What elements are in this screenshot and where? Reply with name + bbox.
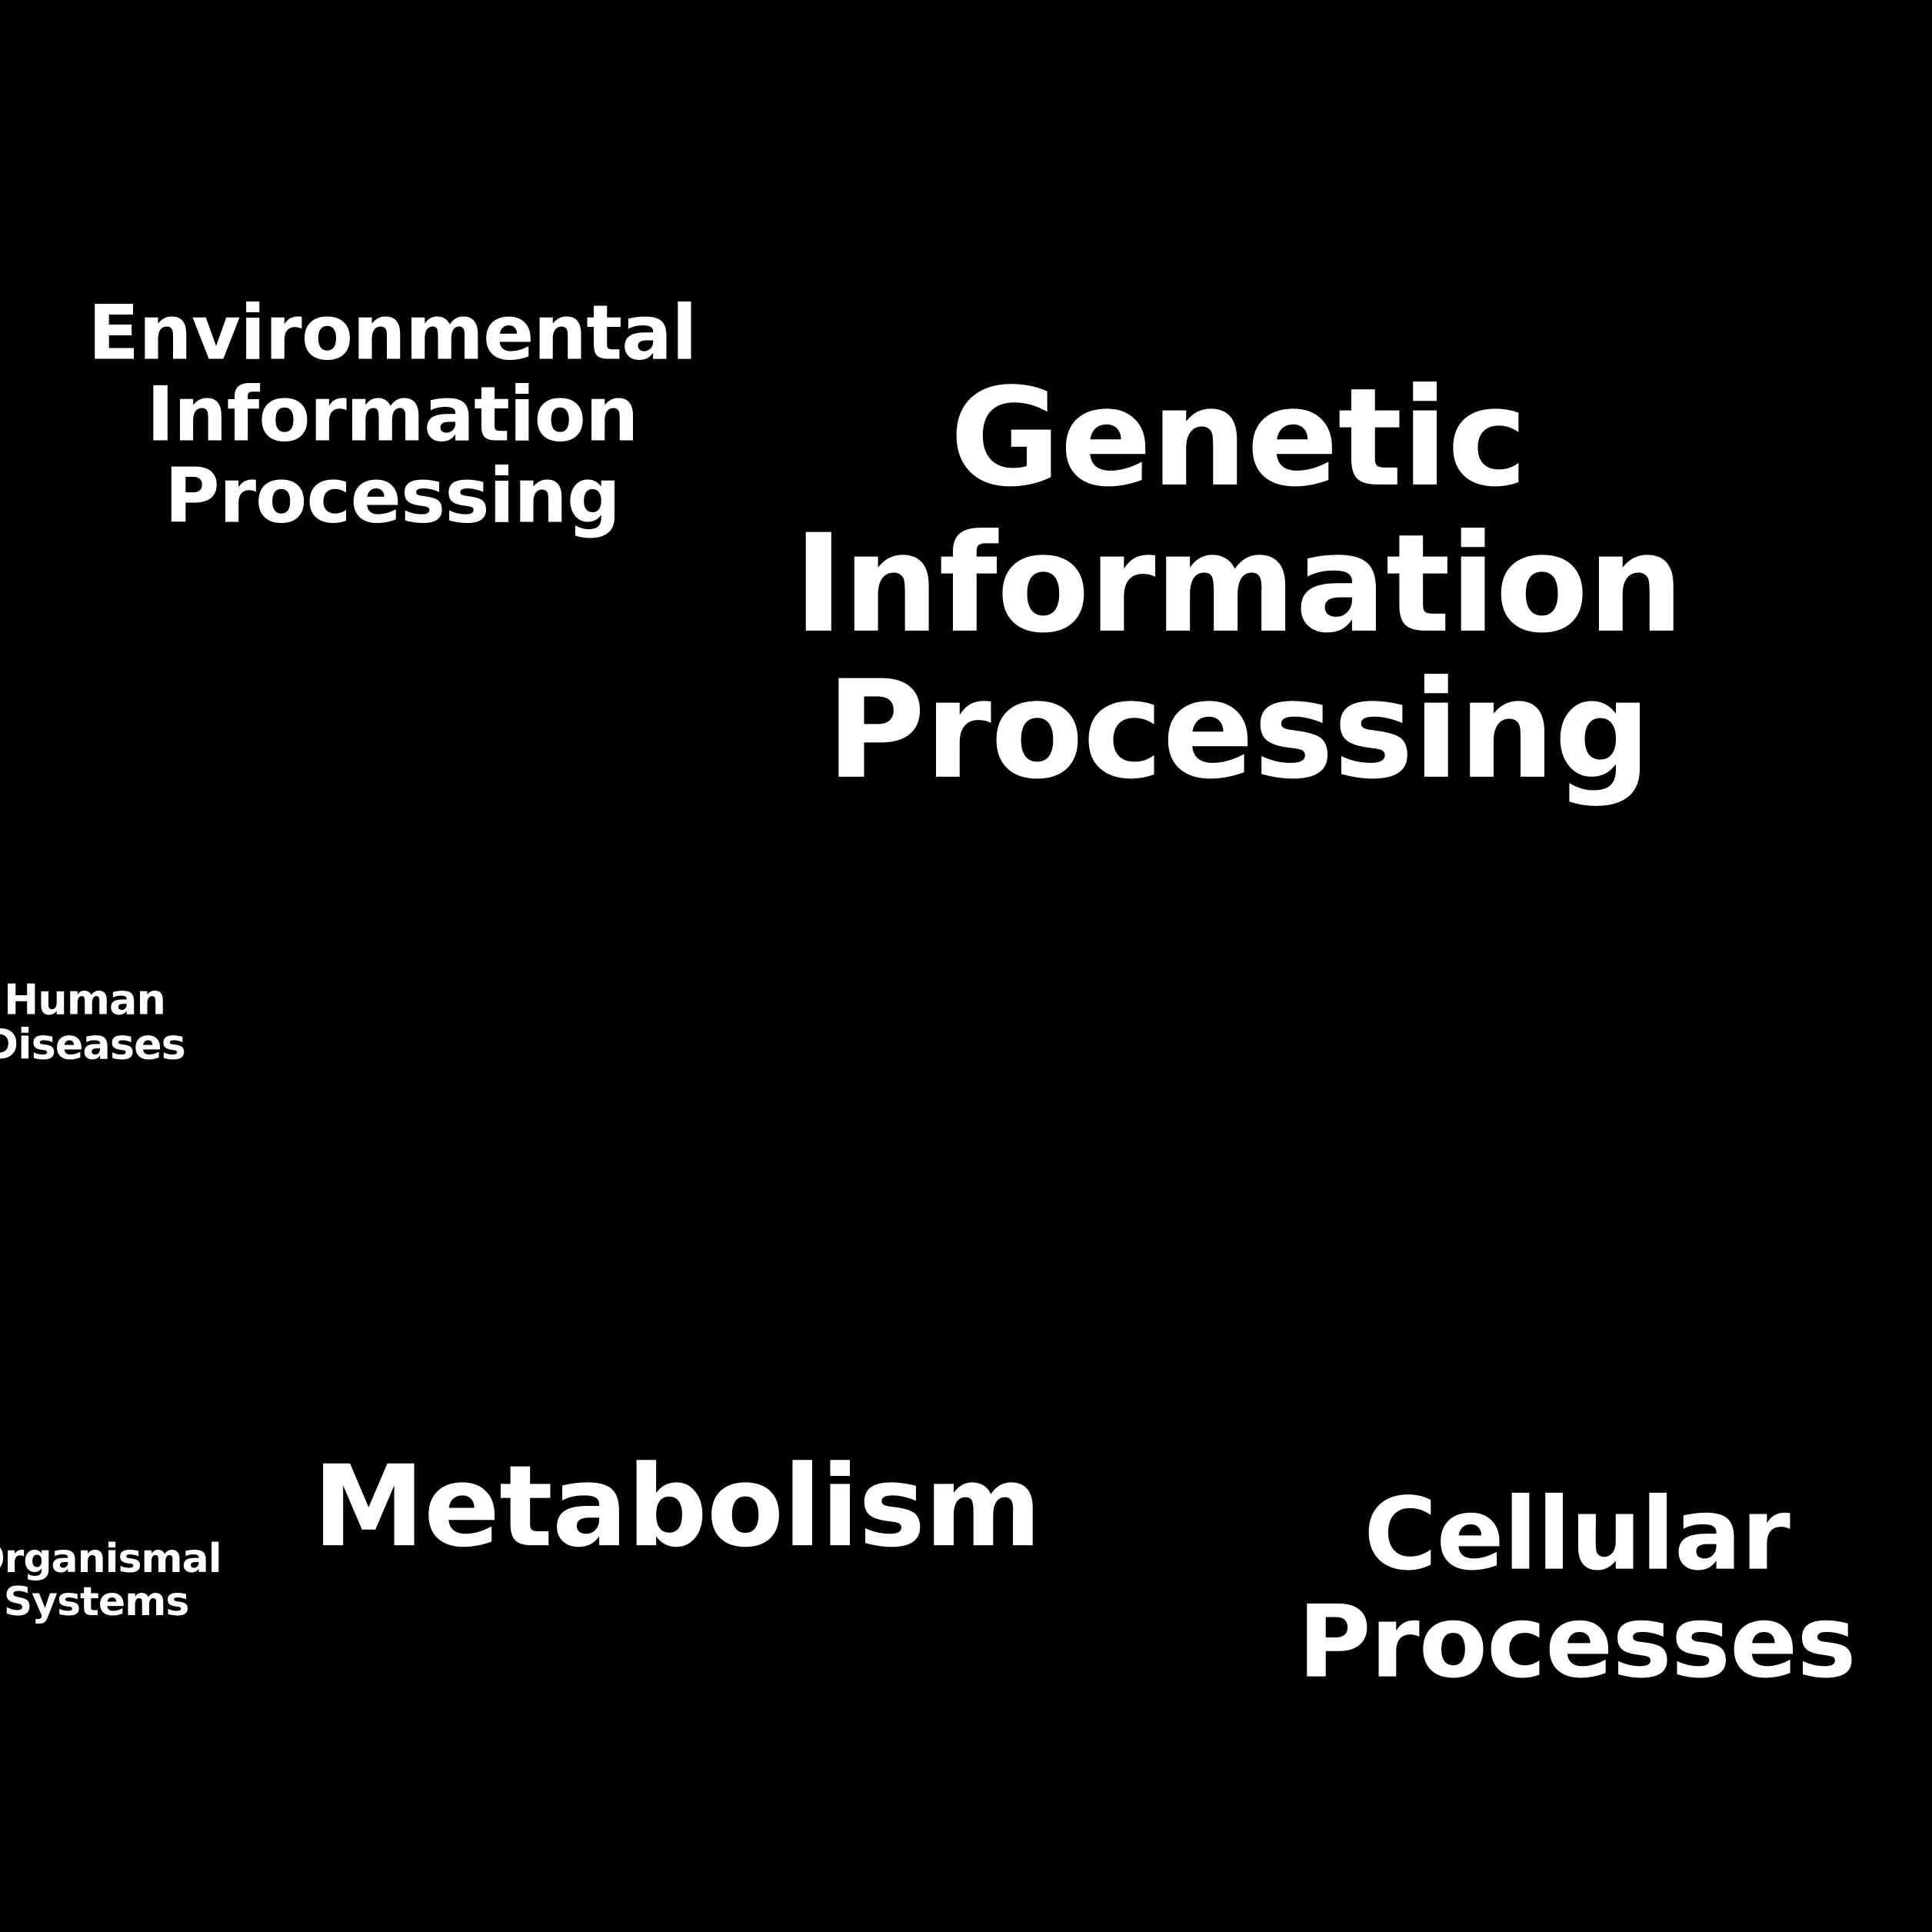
voronoi-treemap: Genetic Information ProcessingEnvironmen… xyxy=(0,0,1932,1932)
treemap-svg xyxy=(0,0,1932,1932)
